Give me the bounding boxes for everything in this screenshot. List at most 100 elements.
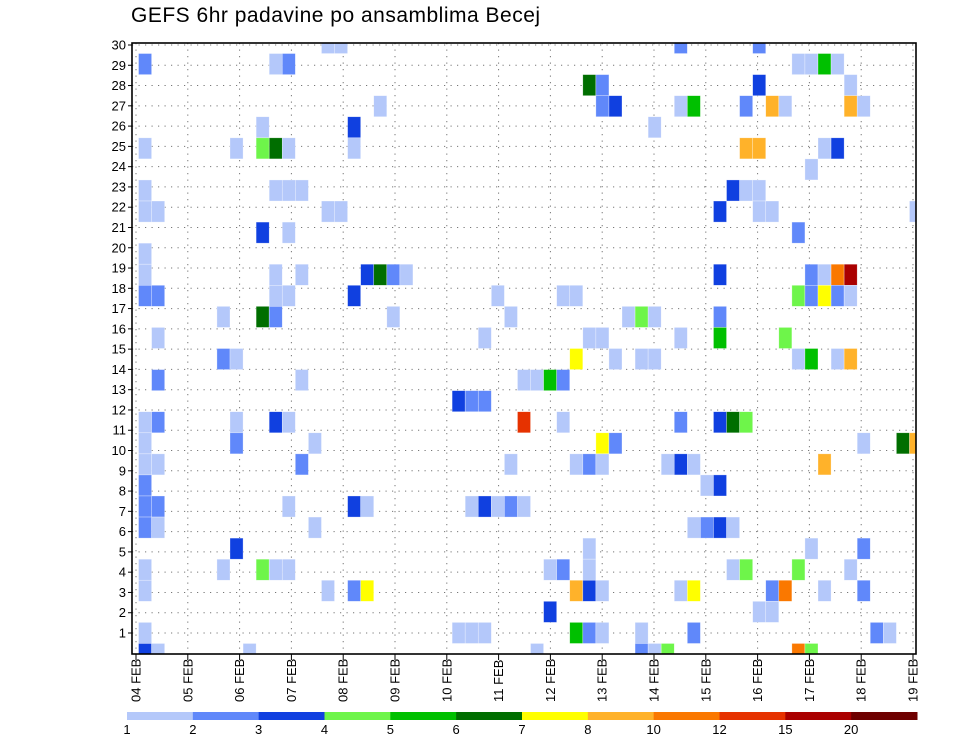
heatmap-cell: [687, 516, 701, 539]
y-tick-label: 11: [113, 423, 127, 438]
heatmap-cell: [268, 263, 283, 286]
heatmap-cell: [778, 579, 793, 602]
heatmap-cell: [556, 369, 571, 391]
heatmap-cell: [543, 601, 557, 623]
heatmap-cell: [242, 643, 257, 654]
heatmap-cell: [869, 622, 884, 644]
y-tick-label: 27: [112, 98, 126, 113]
heatmap-cell: [464, 390, 479, 413]
y-tick-label: 25: [112, 139, 126, 154]
heatmap-cell: [569, 453, 584, 476]
heatmap-cell: [268, 179, 283, 202]
colorbar-segment: [653, 712, 720, 720]
heatmap-cell: [347, 579, 361, 602]
heatmap-cell: [804, 53, 819, 75]
heatmap-cell: [451, 622, 466, 644]
heatmap-cell: [673, 327, 688, 349]
heatmap-cell: [817, 53, 832, 75]
heatmap-cell: [347, 137, 361, 160]
heatmap-cell: [530, 369, 544, 391]
heatmap-cell: [856, 432, 871, 455]
heatmap-cell: [582, 558, 597, 581]
heatmap-cell: [268, 306, 283, 328]
heatmap-cell: [582, 453, 597, 476]
heatmap-cell: [582, 74, 597, 96]
colorbar-segment: [522, 712, 589, 720]
heatmap-cell: [817, 137, 832, 160]
heatmap-cell: [229, 137, 244, 160]
heatmap-cell: [373, 95, 388, 118]
heatmap-cell: [151, 200, 165, 223]
colorbar-label: 7: [518, 722, 525, 737]
heatmap-cell: [138, 579, 152, 602]
heatmap-cell: [530, 643, 544, 654]
heatmap-cell: [268, 558, 283, 581]
heatmap-cell: [477, 495, 492, 518]
heatmap-cell: [216, 558, 231, 581]
heatmap-cell: [569, 284, 584, 307]
heatmap-cell: [817, 579, 832, 602]
heatmap-cell: [151, 411, 165, 434]
heatmap-cell: [138, 453, 152, 476]
heatmap-cell: [673, 95, 688, 118]
heatmap-cell: [595, 453, 610, 476]
heatmap-cell: [138, 179, 152, 202]
heatmap-cell: [621, 306, 636, 328]
colorbar-label: 6: [453, 722, 460, 737]
colorbar-segment: [258, 712, 325, 720]
heatmap-cell: [229, 411, 244, 434]
colorbar-label: 8: [584, 722, 591, 737]
heatmap-cell: [856, 537, 871, 560]
colorbar-segment: [719, 712, 786, 720]
heatmap-cell: [713, 327, 727, 349]
heatmap-cell: [713, 411, 727, 434]
heatmap-cell: [713, 263, 727, 286]
heatmap-cell: [856, 579, 871, 602]
heatmap-cell: [700, 516, 714, 539]
x-tick-label: 06 FEB: [232, 659, 247, 702]
heatmap-cell: [726, 411, 740, 434]
x-tick-label: 09 FEB: [388, 659, 403, 702]
heatmap-cell: [138, 516, 152, 539]
heatmap-cell: [517, 369, 531, 391]
colorbar-label: 12: [712, 722, 726, 737]
heatmap-cell: [634, 643, 649, 654]
heatmap-cell: [491, 284, 505, 307]
y-tick-label: 3: [119, 585, 126, 600]
x-tick-label: 10 FEB: [439, 659, 454, 702]
heatmap-cell: [138, 622, 152, 644]
heatmap-cell: [909, 200, 916, 223]
y-tick-label: 14: [112, 362, 126, 377]
heatmap-cell: [817, 453, 832, 476]
heatmap-cell: [360, 495, 375, 518]
heatmap-cell: [308, 516, 322, 539]
heatmap-cell: [373, 263, 388, 286]
heatmap-cell: [138, 474, 152, 497]
heatmap-cell: [595, 579, 610, 602]
heatmap-cell: [229, 537, 244, 560]
heatmap-cell: [843, 74, 858, 96]
heatmap-cell: [347, 116, 361, 139]
heatmap-cell: [216, 348, 231, 370]
heatmap-cell: [765, 95, 780, 118]
heatmap-cell: [138, 495, 152, 518]
heatmap-cell: [386, 263, 401, 286]
heatmap-cell: [268, 411, 283, 434]
heatmap-cell: [687, 95, 701, 118]
y-tick-label: 28: [112, 78, 126, 93]
heatmap-cell: [713, 200, 727, 223]
heatmap-cell: [543, 558, 557, 581]
heatmap-cell: [752, 179, 767, 202]
heatmap-cell: [791, 221, 806, 244]
heatmap-cell: [582, 327, 597, 349]
heatmap-cell: [739, 411, 753, 434]
heatmap-cell: [739, 137, 753, 160]
y-tick-label: 29: [112, 58, 126, 73]
heatmap-cell: [843, 348, 858, 370]
heatmap-cell: [543, 369, 557, 391]
y-tick-label: 16: [112, 321, 126, 336]
heatmap-cell: [791, 53, 806, 75]
heatmap-cell: [739, 95, 753, 118]
heatmap-cell: [647, 643, 662, 654]
heatmap-cell: [817, 263, 832, 286]
